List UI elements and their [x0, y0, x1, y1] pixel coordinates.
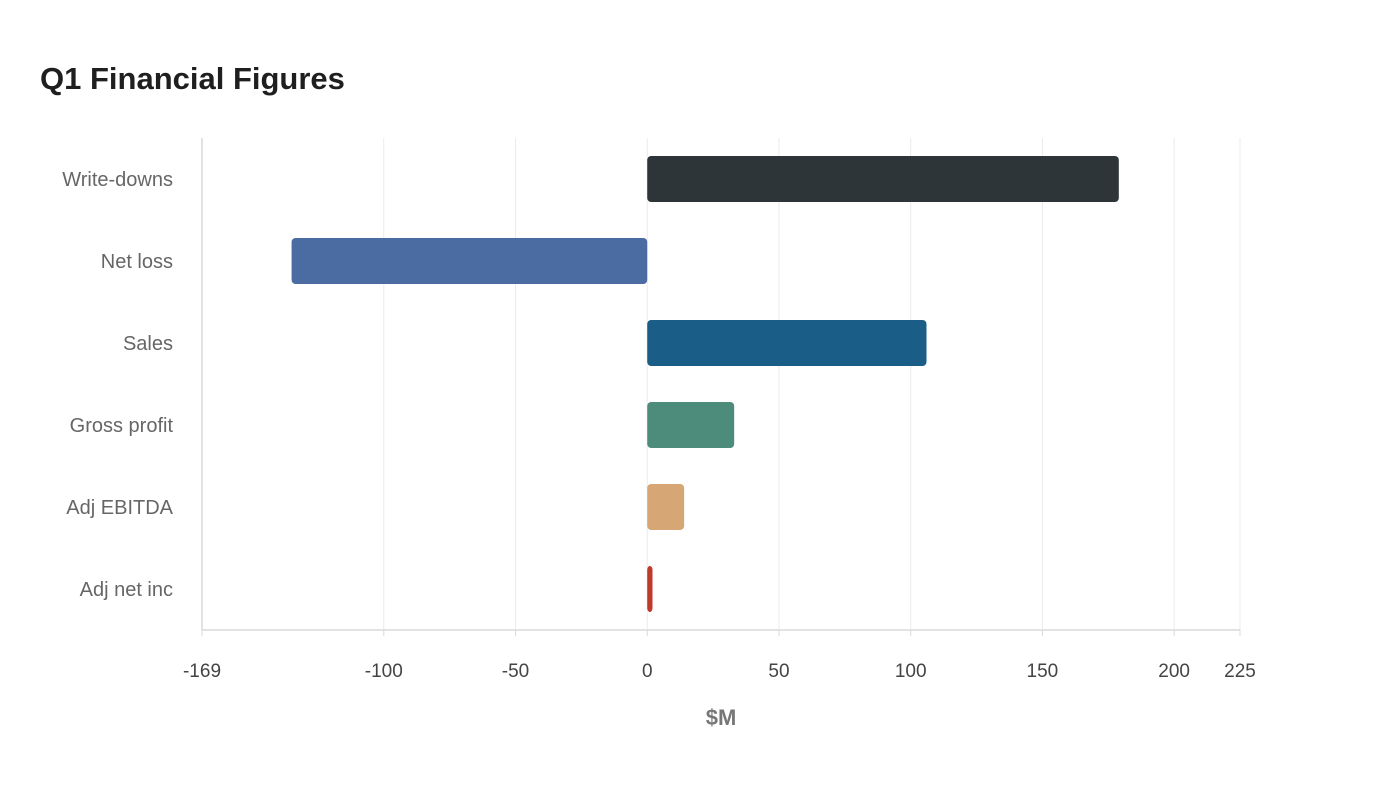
- category-labels: Write-downs Net loss Sales Gross profit Adj …: [62, 169, 173, 601]
- bars: [291, 156, 1119, 612]
- x-tick-label: 100: [895, 661, 927, 682]
- category-label: Sales: [123, 333, 173, 355]
- x-tick-label: 50: [768, 661, 789, 682]
- category-label: Adj EBITDA: [66, 497, 173, 519]
- x-tick-label: 0: [642, 661, 653, 682]
- x-tick-label: -50: [502, 661, 529, 682]
- chart-title: Q1 Financial Figures: [40, 61, 345, 96]
- x-tick-label: -169: [183, 661, 221, 682]
- bar-adj-ebitda[interactable]: [647, 484, 685, 530]
- bar-write-downs[interactable]: [647, 156, 1119, 202]
- category-label: Gross profit: [70, 415, 174, 437]
- bar-net-loss[interactable]: [291, 238, 648, 284]
- gridlines: [201, 138, 1241, 636]
- category-label: Net loss: [101, 251, 173, 273]
- x-axis-title: $M: [706, 705, 737, 730]
- x-tick-labels: -169 -100 -50 0 50 100 150 200 225: [183, 661, 1256, 682]
- axes: [201, 138, 1240, 631]
- category-label: Write-downs: [62, 169, 173, 191]
- category-label: Adj net inc: [80, 579, 173, 601]
- bar-adj-net-inc[interactable]: [647, 566, 653, 612]
- x-tick-label: -100: [365, 661, 403, 682]
- bar-gross-profit[interactable]: [647, 402, 735, 448]
- bar-sales[interactable]: [647, 320, 927, 366]
- x-tick-label: 225: [1224, 661, 1256, 682]
- x-tick-label: 200: [1158, 661, 1190, 682]
- x-tick-label: 150: [1027, 661, 1059, 682]
